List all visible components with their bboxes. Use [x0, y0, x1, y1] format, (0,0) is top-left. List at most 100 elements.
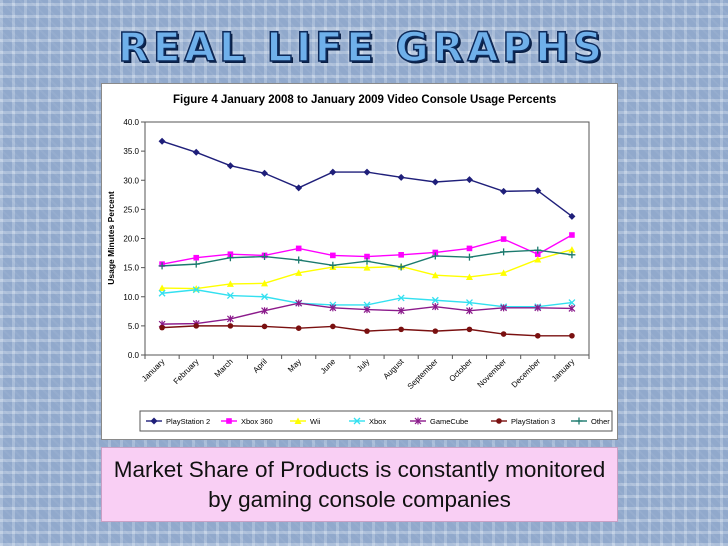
data-point — [466, 299, 473, 307]
data-point — [534, 187, 542, 195]
data-point — [568, 251, 576, 259]
data-point — [261, 279, 269, 287]
data-point — [295, 184, 303, 192]
data-point — [158, 137, 166, 145]
legend-marker — [414, 417, 422, 425]
data-point — [568, 212, 576, 220]
y-tick-label: 40.0 — [123, 118, 139, 127]
legend-box — [139, 410, 613, 432]
x-tick-label: February — [172, 357, 201, 386]
data-point — [226, 292, 234, 300]
series-other — [158, 246, 576, 271]
data-point — [158, 262, 166, 270]
data-point — [397, 307, 405, 315]
data-point — [397, 294, 405, 302]
series-gamecube — [158, 299, 576, 328]
data-point — [569, 332, 575, 339]
y-axis-label: Usage Minutes Percent — [106, 191, 116, 285]
data-point — [534, 332, 541, 339]
legend-entry: Wii — [290, 417, 321, 426]
data-point — [193, 254, 200, 261]
x-tick-label: January — [550, 357, 576, 383]
legend-label: PlayStation 2 — [166, 417, 210, 426]
legend-label: PlayStation 3 — [511, 417, 555, 426]
data-point — [226, 162, 234, 170]
data-point — [569, 232, 575, 238]
legend-marker — [353, 417, 361, 425]
caption-box: Market Share of Products is constantly m… — [101, 447, 618, 522]
x-tick-label: September — [406, 357, 440, 391]
slide-title: REAL LIFE GRAPHS — [117, 24, 606, 72]
data-point — [226, 254, 234, 262]
data-point — [465, 273, 473, 280]
x-tick-label: November — [476, 357, 509, 390]
data-point — [534, 304, 542, 312]
x-tick-label: October — [447, 357, 474, 384]
legend-label: Xbox — [369, 417, 386, 426]
legend-marker — [575, 417, 583, 425]
y-tick-label: 30.0 — [123, 176, 139, 185]
data-point — [500, 248, 508, 256]
x-tick-label: May — [286, 357, 303, 374]
legend: PlayStation 2 Xbox 360 Wii Xbox GameCube Play… — [146, 417, 610, 426]
data-point — [329, 168, 337, 176]
caption-text: Market Share of Products is constantly m… — [113, 456, 606, 512]
data-point — [226, 315, 234, 323]
data-point — [329, 261, 337, 269]
data-point — [330, 252, 336, 259]
data-point — [432, 328, 439, 334]
y-tick-label: 20.0 — [123, 235, 139, 244]
data-point — [364, 253, 370, 260]
x-tick-label: August — [382, 357, 407, 382]
data-point — [329, 304, 337, 312]
legend-marker — [496, 418, 502, 424]
data-point — [534, 255, 542, 263]
data-point — [466, 307, 473, 315]
data-point — [568, 304, 576, 312]
data-point — [500, 269, 508, 276]
data-point — [465, 253, 473, 261]
data-point — [364, 328, 370, 334]
legend-label: Wii — [310, 417, 321, 426]
data-point — [534, 251, 541, 258]
x-tick-label: July — [355, 357, 371, 373]
data-point — [261, 169, 269, 177]
y-axis-ticks: 0.0 5.0 10.0 15.0 20.0 25.0 30.0 35.0 40.0 — [123, 118, 145, 360]
y-tick-label: 5.0 — [128, 322, 140, 331]
x-tick-label: December — [510, 357, 543, 390]
data-point — [363, 306, 371, 314]
data-point — [295, 299, 303, 307]
y-tick-label: 15.0 — [123, 264, 139, 273]
plot-area — [144, 121, 590, 356]
legend-entry: PlayStation 2 — [146, 417, 210, 426]
data-point — [397, 173, 405, 181]
data-point — [295, 245, 302, 252]
data-point — [159, 324, 165, 331]
legend-entry: PlayStation 3 — [491, 417, 555, 426]
y-tick-label: 10.0 — [123, 293, 139, 302]
chart-panel: Figure 4 January 2008 to January 2009 Vi… — [101, 83, 618, 440]
legend-marker — [226, 418, 232, 424]
x-tick-label: January — [140, 357, 166, 383]
data-point — [431, 296, 439, 304]
data-point — [431, 271, 439, 279]
data-point — [192, 260, 200, 268]
data-point — [465, 176, 473, 184]
legend-label: GameCube — [430, 417, 468, 426]
data-point — [466, 326, 473, 333]
legend-marker — [294, 417, 302, 424]
data-point — [192, 286, 200, 294]
x-tick-label: March — [213, 357, 235, 379]
y-tick-label: 0.0 — [128, 351, 140, 360]
data-point — [568, 246, 576, 253]
data-point — [295, 269, 303, 276]
legend-entry: GameCube — [410, 417, 468, 426]
data-point — [363, 264, 371, 271]
data-point — [397, 263, 405, 271]
data-point — [158, 289, 166, 297]
data-point — [363, 257, 371, 265]
data-point — [192, 148, 200, 156]
series-playstation-3 — [159, 323, 575, 339]
legend-label: Other — [591, 417, 610, 426]
data-point — [398, 252, 404, 258]
